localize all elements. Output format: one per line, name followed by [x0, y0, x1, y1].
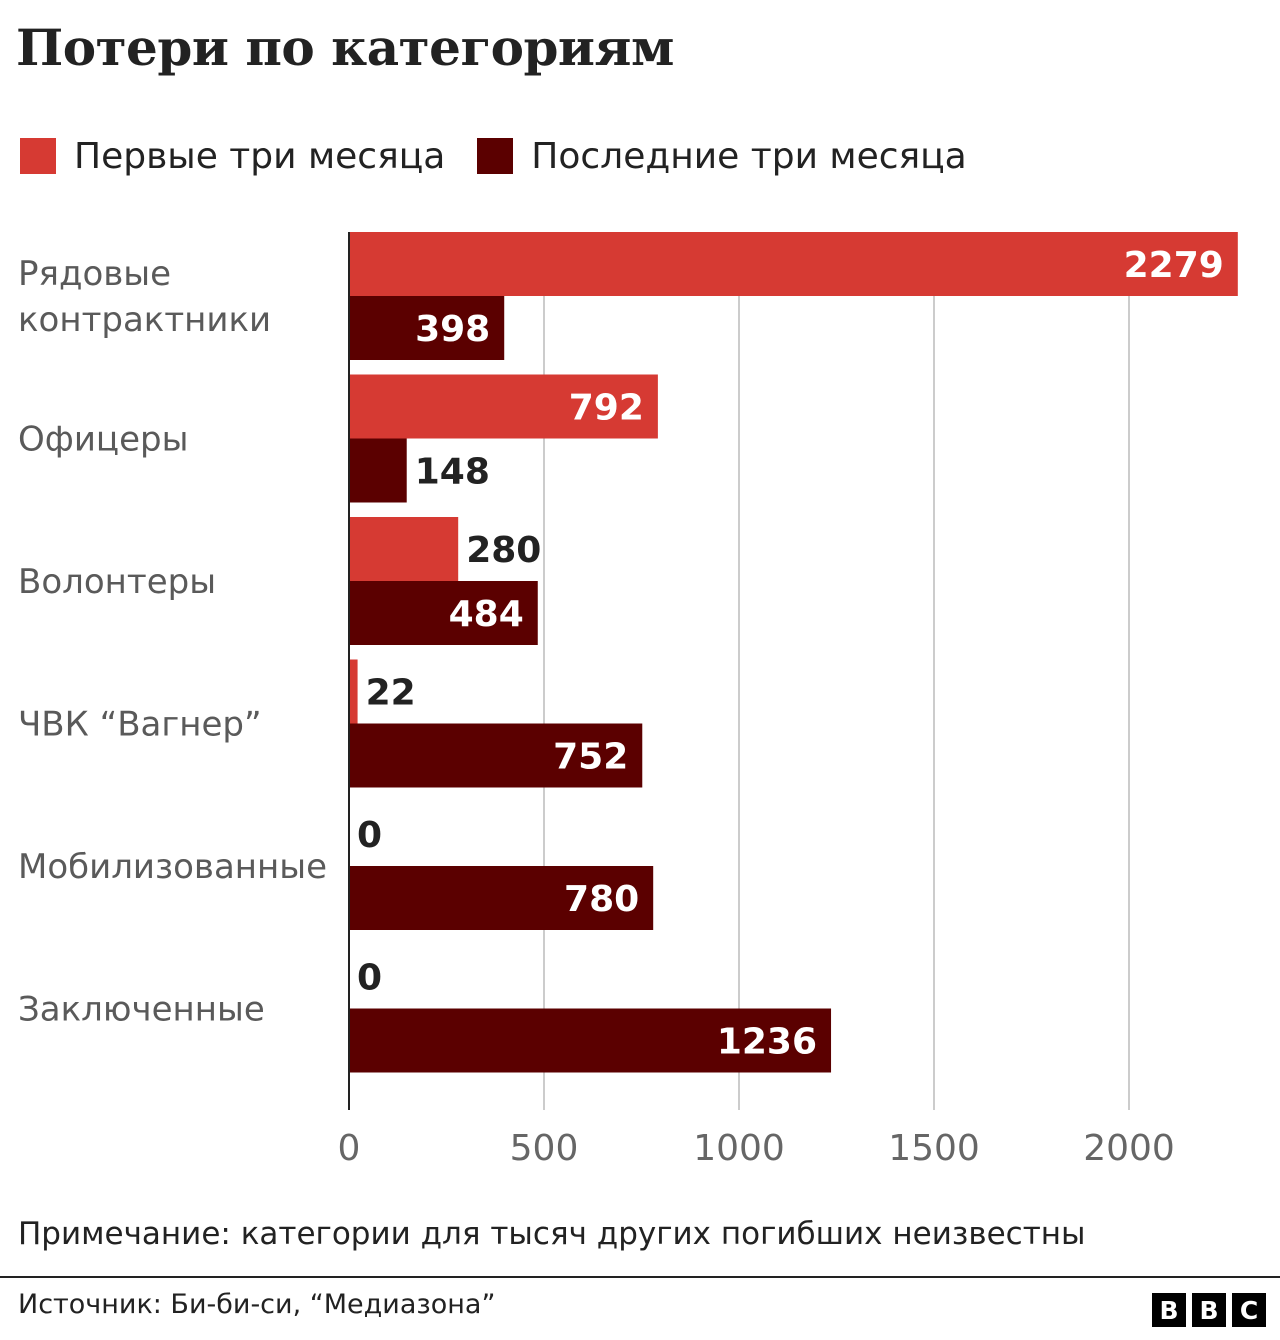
chart-note: Примечание: категории для тысяч других п… [18, 1216, 1086, 1252]
category-label: контрактники [18, 300, 271, 340]
bar-first [349, 374, 658, 439]
legend: Первые три месяца Последние три месяца [20, 128, 999, 184]
bar-last [349, 723, 643, 788]
bar-last [349, 296, 505, 360]
chart-title: Потери по категориям [16, 18, 674, 77]
data-label: 398 [415, 309, 490, 350]
logo-letter: B [1152, 1293, 1186, 1327]
legend-label-first: Первые три месяца [74, 135, 446, 177]
data-label: 280 [466, 530, 541, 571]
category-label: Мобилизованные [18, 847, 327, 887]
category-label: Офицеры [18, 420, 188, 460]
source-credit: Источник: Би-би-си, “Медиазона” [18, 1289, 496, 1320]
bar-last [349, 1008, 832, 1073]
x-tick-label: 1500 [888, 1128, 980, 1169]
category-label: Заключенные [18, 990, 265, 1030]
legend-item-last: Последние три месяца [477, 135, 967, 177]
data-label: 792 [569, 388, 644, 429]
bar-chart: 2279 398 Рядовые контрактники 792 148 Офицеры 2… [18, 232, 1238, 1169]
bar-last [349, 866, 654, 930]
data-label: 148 [415, 452, 490, 493]
data-label: 752 [553, 737, 628, 778]
category-label: Рядовые [18, 254, 171, 294]
footer-divider [0, 1276, 1280, 1278]
bar-first [349, 659, 358, 724]
data-label: 484 [449, 594, 524, 635]
x-tick-label: 1000 [693, 1128, 785, 1169]
data-label: 2279 [1124, 245, 1224, 286]
legend-label-last: Последние три месяца [531, 135, 967, 177]
legend-item-first: Первые три месяца [20, 136, 445, 177]
bbc-logo: B B C [1152, 1293, 1266, 1327]
bar-last [349, 581, 538, 645]
data-label: 0 [357, 958, 382, 999]
bar-last [349, 438, 407, 503]
x-tick-label: 2000 [1083, 1128, 1175, 1169]
data-label: 780 [564, 879, 639, 920]
category-label: ЧВК “Вагнер” [18, 705, 262, 745]
logo-letter: B [1192, 1293, 1226, 1327]
data-label: 22 [366, 673, 416, 714]
x-tick-label: 0 [338, 1128, 361, 1169]
bar-first [349, 517, 459, 581]
data-label: 1236 [717, 1022, 817, 1063]
data-label: 0 [357, 815, 382, 856]
x-tick-label: 500 [510, 1128, 579, 1169]
logo-letter: C [1232, 1293, 1266, 1327]
category-label: Волонтеры [18, 562, 216, 602]
legend-swatch-last [477, 138, 514, 174]
legend-swatch-first [20, 138, 56, 174]
bar-first [349, 232, 1238, 296]
